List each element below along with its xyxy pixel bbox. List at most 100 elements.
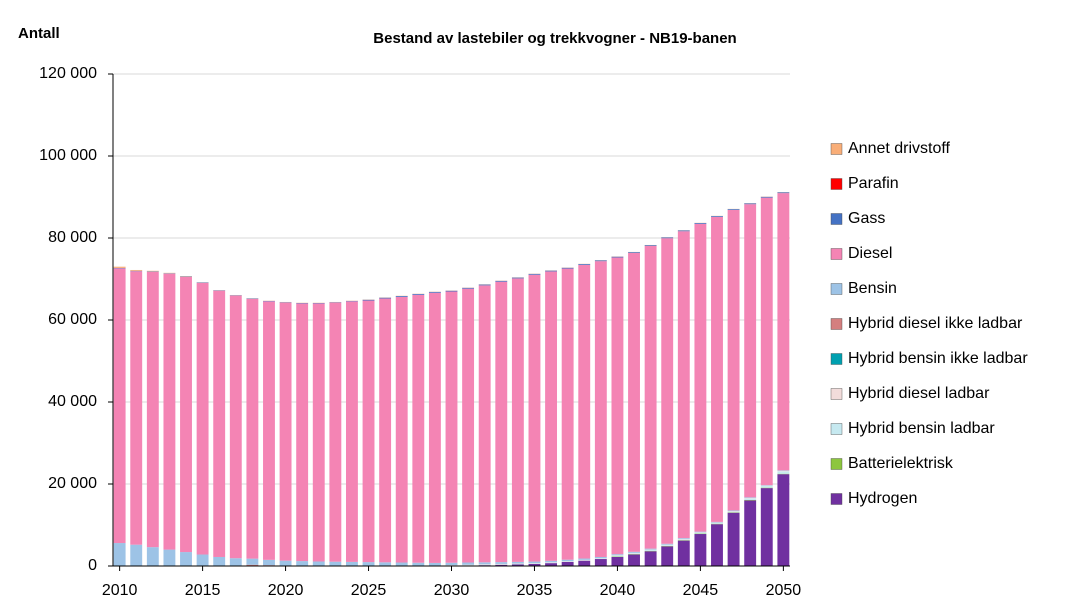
legend-label: Hybrid diesel ladbar [848,385,990,402]
legend-swatch [830,353,843,365]
bar-segment [744,204,757,498]
legend-swatch [830,213,843,225]
legend-label: Parafin [848,175,899,192]
bar-segment [229,558,242,566]
x-tick-label: 2050 [766,582,802,599]
bar-segment [611,554,624,556]
bar-segment [180,276,192,553]
bar-segment [113,266,126,268]
bar-segment [462,562,475,565]
bar-segment [445,562,458,566]
bar-segment [511,277,524,279]
legend-swatch [830,143,843,155]
bar-segment [694,223,707,224]
bar-segment [428,292,441,563]
bar-segment [495,280,508,282]
bar-segment [661,545,674,546]
bar-segment [445,291,458,563]
bar-segment [578,264,591,559]
legend-label: Annet drivstoff [848,140,951,157]
bar-segment [528,561,541,564]
legend-label: Diesel [848,245,892,262]
legend-label: Bensin [848,280,897,297]
bar-segment [711,521,723,523]
bar-segment [561,559,574,562]
bar-segment [345,301,358,562]
bar-segment [644,550,657,551]
bar-segment [611,556,624,566]
bar-segment [677,230,690,232]
bar-segment [213,290,226,557]
bar-segment [511,561,524,564]
bar-segment [711,216,723,522]
bar-segment [628,554,640,566]
x-tick-label: 2045 [683,582,719,599]
legend-swatch [830,178,843,190]
bar-segment [777,192,790,194]
bar-segment [711,522,723,524]
bar-segment [744,500,757,566]
bar-segment [362,299,375,301]
y-tick-label: 0 [88,557,97,574]
bar-segment [113,543,126,566]
bar-segment [263,559,275,566]
bar-segment [196,282,209,555]
bar-segment [760,486,773,488]
bar-segment [312,303,325,562]
bar-segment [528,563,541,566]
bar-segment [130,271,143,545]
bar-segment [528,273,541,275]
bar-segment [661,238,674,544]
bar-segment [727,209,740,210]
bar-segment [478,285,491,563]
bar-segment [462,287,475,289]
bar-segment [677,538,690,539]
bar-segment [412,293,425,295]
bar-segment [379,297,392,299]
bar-segment [777,474,790,566]
bar-segment [495,564,508,566]
bar-segment [694,531,707,533]
legend-label: Hybrid bensin ladbar [848,420,995,437]
bar-segment [428,291,441,293]
bar-segment [379,562,392,566]
bar-segment [594,559,607,566]
bar-segment [362,300,375,563]
bar-segment [760,196,773,198]
bar-segment [594,261,607,557]
legend-label: Gass [848,210,885,227]
bar-segment [628,252,640,253]
legend-swatch [830,423,843,435]
bar-segment [296,303,309,562]
bar-segment [677,231,690,539]
bar-segment [694,532,707,534]
bar-segment [412,562,425,566]
bar-segment [628,551,640,553]
bar-segment [744,203,757,205]
bar-segment [578,560,591,566]
bar-segment [379,298,392,563]
bar-segment [246,564,259,566]
bar-segment [296,561,309,566]
bar-segment [395,296,408,297]
bar-segment [130,269,143,271]
bar-segment [113,268,126,544]
x-tick-label: 2010 [102,582,138,599]
bar-segment [528,274,541,562]
x-tick-label: 2035 [517,582,553,599]
bar-segment [412,294,425,563]
bar-segment [246,298,259,559]
bar-segment [760,488,773,566]
bar-segment [163,549,176,566]
bar-segment [495,281,508,563]
bar-segment [711,216,723,217]
bar-segment [279,560,292,566]
bar-segment [578,558,591,560]
y-axis-label: Antall [18,25,60,42]
bar-segment [362,562,375,566]
y-tick-label: 120 000 [39,65,97,82]
bar-segment [661,237,674,239]
bar-segment [727,512,740,566]
bar-segment [428,562,441,566]
bar-segment [545,271,558,561]
